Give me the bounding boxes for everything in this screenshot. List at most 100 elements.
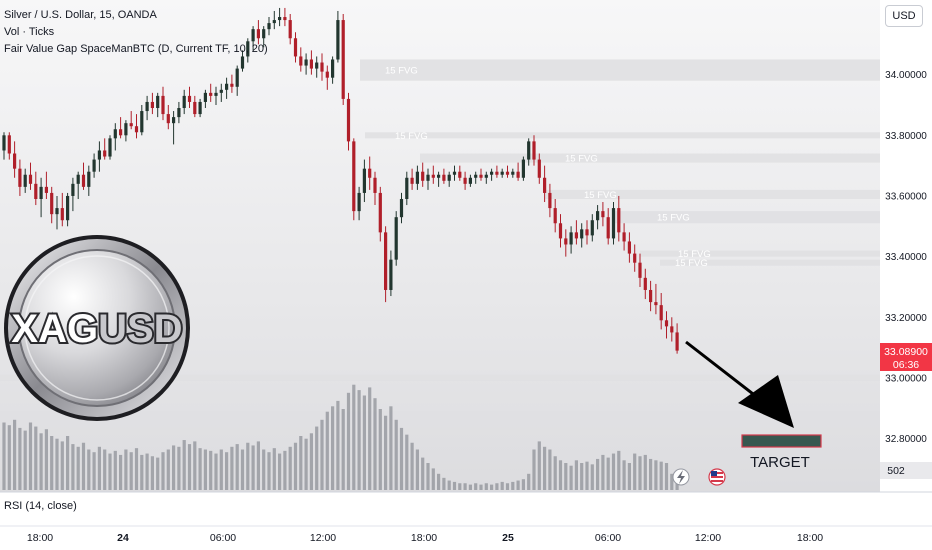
volume-bar [225,452,229,490]
volume-bar [13,419,17,490]
volume-bar [384,415,388,490]
candle [458,165,462,181]
candle [71,177,75,212]
volume-bar [219,449,223,490]
candle [320,53,324,81]
candle [468,174,472,187]
volume-bar [362,395,366,490]
volume-bar [585,461,589,490]
price-axis[interactable] [880,0,932,492]
rsi-pane[interactable] [0,492,932,526]
volume-bar [214,453,218,490]
us-flag-event-icon[interactable] [708,468,726,486]
volume-bar [203,449,207,490]
candle [442,168,446,184]
candle [543,165,547,203]
legend-indicator[interactable]: Fair Value Gap SpaceManBTC (D, Current T… [4,43,268,55]
volume-bar [55,438,59,490]
target-box [741,434,822,448]
time-tick-label: 18:00 [411,532,437,544]
candle [590,214,594,242]
logo-text-usd: USD [98,307,182,351]
volume-bar [643,454,647,490]
lightning-event-icon[interactable] [672,468,690,486]
volume-bar [92,452,96,490]
volume-bar [235,444,239,490]
candle [278,7,282,27]
candle [558,214,563,248]
volume-bar [532,449,536,490]
candle [490,168,494,181]
candle [267,17,271,36]
candle [431,165,435,184]
legend-volume[interactable]: Vol · Ticks [4,26,55,38]
fvg-zone [0,374,880,381]
candle [262,26,266,48]
volume-bar [511,481,515,490]
volume-bar [389,406,393,490]
candle [670,317,674,342]
candle [87,165,91,196]
candle [384,226,388,303]
volume-bar [399,427,404,490]
time-axis[interactable] [0,526,932,550]
candle [134,114,139,139]
fvg-zone [640,250,880,257]
volume-bar [283,450,287,490]
candle [394,211,398,266]
candle [34,171,38,206]
candle [283,7,287,27]
volume-bar [198,448,202,490]
candle [532,135,536,166]
candle [643,268,647,300]
volume-bar [596,458,600,490]
candle [119,117,123,139]
candle [368,156,372,190]
candle [463,171,467,190]
fvg-zone [660,259,880,266]
candle [129,111,133,130]
candle [7,132,11,160]
candle [521,156,525,181]
volume-bar [230,446,234,490]
volume-bar [97,446,101,490]
candle [336,10,340,63]
time-tick-label: 18:00 [797,532,823,544]
fvg-zone [0,411,880,427]
volume-bar [649,458,653,490]
candle [256,20,260,45]
volume-bar [108,453,112,490]
candle [527,138,531,166]
volume-bar [521,479,525,490]
logo-text-xag: XAG [11,307,98,351]
volume-bar [166,449,170,490]
candle [399,192,404,224]
candle [161,86,165,121]
volume-bars [2,384,679,490]
candle [44,171,48,199]
volume-bar [346,392,351,490]
candle [288,14,292,45]
candle [352,138,356,221]
candle [124,120,128,142]
volume-bar [129,452,133,490]
candle [92,153,96,178]
candle [664,311,669,339]
candle [447,171,451,187]
candle [405,171,409,206]
currency-button[interactable]: USD [885,5,923,27]
time-tick-label: 12:00 [310,532,336,544]
candle [304,53,308,75]
current-price-text: 33.08900 [884,346,928,358]
candle [638,253,642,287]
candle [474,171,478,184]
candle [325,65,329,90]
volume-bar [622,460,626,490]
legend-rsi[interactable]: RSI (14, close) [4,500,77,512]
legend-symbol[interactable]: Silver / U.S. Dollar, 15, OANDA [4,9,157,21]
candle [198,98,202,118]
plot-background [0,0,880,492]
candle [299,47,303,72]
